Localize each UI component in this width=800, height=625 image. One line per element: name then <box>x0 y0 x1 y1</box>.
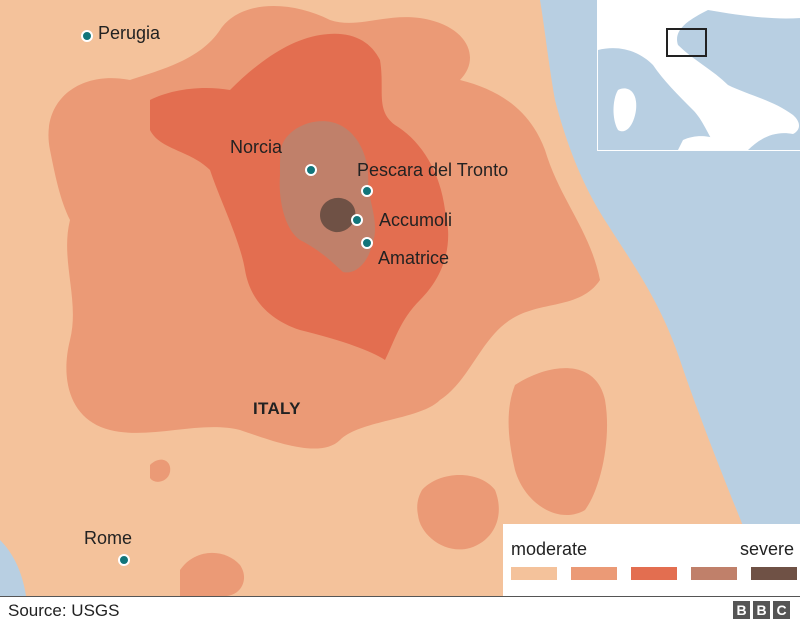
intensity-legend: moderate severe <box>503 524 800 596</box>
zone-moderate-west <box>150 459 171 482</box>
zone-severe <box>320 197 356 233</box>
country-label: ITALY <box>253 399 301 418</box>
footer: Source: USGS B B C <box>0 596 800 625</box>
zone-moderate-southwest <box>180 552 245 596</box>
tyrrhenian-sea <box>0 540 26 596</box>
italy-locator-inset <box>597 0 800 151</box>
legend-swatch-3 <box>631 567 677 580</box>
legend-swatches <box>511 567 797 580</box>
source-credit: Source: USGS <box>8 601 120 620</box>
legend-low-label: moderate <box>511 539 588 559</box>
locator-mainland <box>598 0 800 150</box>
bbc-logo: B B C <box>733 601 790 619</box>
legend-high-label: severe <box>739 539 794 559</box>
town-label-amatrice: Amatrice <box>378 248 450 268</box>
legend-swatch-4 <box>691 567 737 580</box>
town-dot-norcia <box>305 164 317 176</box>
zone-moderate-east <box>508 368 608 516</box>
legend-swatch-5 <box>751 567 797 580</box>
legend-swatch-2 <box>571 567 617 580</box>
town-label-accumoli: Accumoli <box>379 210 453 230</box>
locator-sicily <box>678 136 723 150</box>
bbc-logo-letter-2: B <box>753 601 770 619</box>
town-dot-amatrice <box>361 237 373 249</box>
locator-sardinia <box>613 88 637 132</box>
town-label-perugia: Perugia <box>98 23 161 43</box>
town-label-pescara-del-tronto: Pescara del Tronto <box>357 160 509 180</box>
bbc-logo-letter-1: B <box>733 601 750 619</box>
legend-swatch-1 <box>511 567 557 580</box>
locator-box <box>666 28 707 57</box>
zone-very-strong <box>279 121 376 273</box>
town-dot-perugia <box>81 30 93 42</box>
bbc-logo-letter-3: C <box>773 601 790 619</box>
town-dot-pescara-del-tronto <box>361 185 373 197</box>
locator-map <box>598 0 800 150</box>
town-dot-rome <box>118 554 130 566</box>
zone-moderate-south <box>417 475 499 550</box>
town-label-norcia: Norcia <box>230 137 283 157</box>
town-label-rome: Rome <box>84 528 133 548</box>
town-dot-accumoli <box>351 214 363 226</box>
